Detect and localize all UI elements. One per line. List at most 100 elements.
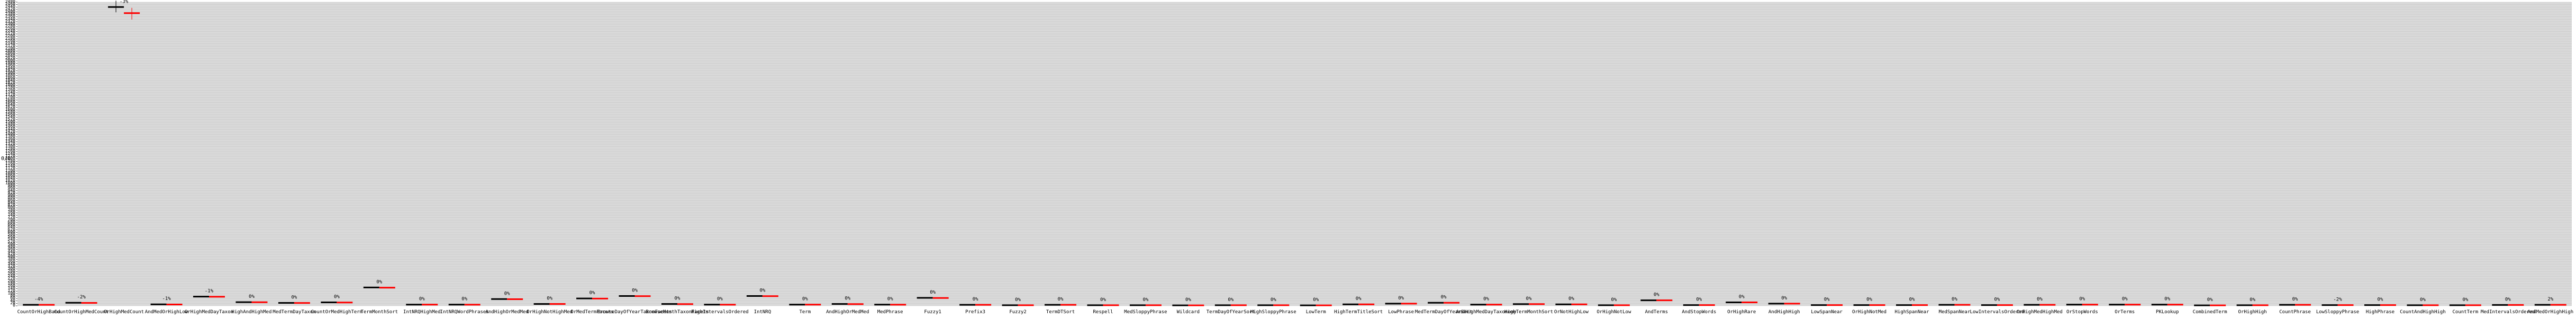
percent-change-label: 0% [1185,297,1191,303]
y-tick-label: 2380 [5,12,15,16]
x-tick-label: TermDTSort [1046,310,1075,315]
x-tick-label: MedSpanNear [1939,310,1971,315]
y-tick-label: 800 [8,205,16,210]
y-tick-label: 1320 [5,142,15,146]
y-tick-label: 2340 [5,16,15,21]
y-tick-label: 840 [8,200,16,205]
y-tick-label: 2140 [5,41,15,46]
y-tick-label: 600 [8,229,16,234]
y-tick-label: 160 [8,284,16,288]
y-tick-label: 120 [8,288,16,293]
x-tick-label: AndStopWords [1682,310,1716,315]
y-tick-label: 1600 [5,107,15,112]
x-tick-label: OrMedTermFacets [570,310,613,315]
x-tick-label: MedIntervalsOrdered [2481,310,2535,315]
y-tick-label: 1800 [5,83,15,87]
y-tick-label: 2460 [5,2,15,6]
y-tick-label: 2360 [5,14,15,19]
y-tick-label: 640 [8,225,16,229]
percent-change-label: 0% [461,297,467,302]
percent-change-label: 0% [1398,296,1404,301]
x-tick-label: CombinedTerm [2193,310,2227,315]
y-tick-label: 60 [10,296,15,301]
y-tick-label: 960 [8,186,16,190]
percent-change-label: 0% [1696,297,1702,303]
x-tick-label: OrHighMedHighMed [2017,310,2063,315]
y-tick-label: 2260 [5,26,15,31]
percent-change-label: 0% [2292,297,2298,302]
y-tick-label: 2400 [5,9,15,14]
y-tick-label: 700 [8,217,16,222]
percent-change-label: 0% [802,297,808,302]
x-tick-label: Wildcard [1177,310,1200,315]
y-tick-label: 1820 [5,80,15,85]
x-tick-label: OrHighNotMed [1852,310,1886,315]
y-tick-label: 1560 [5,112,15,117]
x-tick-label: AndHighOrMedMed [826,310,869,315]
percent-change-label: 0% [1866,297,1872,303]
x-tick-label: Prefix3 [965,310,985,315]
y-tick-label: 1780 [5,85,15,90]
y-tick-label: 1700 [5,95,15,100]
y-tick-label: 460 [8,246,16,251]
percent-change-label: 0% [1824,297,1830,303]
percent-change-label: 0% [1781,296,1787,301]
x-tick-label: CountOrHighBand [17,310,60,315]
x-tick-label: MedTermDayTaxon [273,310,315,315]
percent-change-label: 0% [1441,295,1447,300]
y-tick-label: 2160 [5,38,15,43]
x-tick-label: MedPhrase [877,310,903,315]
y-tick-label: 540 [8,237,16,242]
y-tick-label: 1680 [5,97,15,102]
x-axis-labels: CountOrHighBandCountOrHighMedCountOrHigh… [17,310,2574,315]
percent-change-label: 0% [2037,297,2043,302]
x-tick-label: BrowseDayOfYearTaxonFacets [597,310,672,315]
y-tick-label: 2440 [5,4,15,9]
y-tick-label: 280 [8,269,16,273]
y-axis-label: 0/6 [1,156,11,162]
y-tick-label: 500 [8,242,16,246]
percent-change-label: -4% [34,297,43,302]
x-tick-label: CountOrMedHighTerm [311,310,363,315]
x-tick-label: OrHighNotHighMed [527,310,573,315]
y-tick-label: 2040 [5,53,15,58]
y-tick-label: 1240 [5,151,15,156]
x-tick-label: OrHighMedDayTaxon [185,310,233,315]
y-tick-label: 620 [8,227,16,232]
x-tick-label: CountAndHighHigh [2400,310,2446,315]
y-tick-label: 2120 [5,43,15,48]
percent-change-label: 0% [2164,297,2170,302]
percent-change-label: 0% [419,297,425,302]
x-tick-label: BrowseMonthTaxonFacets [646,310,709,315]
x-tick-label: OrHighRare [1727,310,1756,315]
y-tick-label: 20 [10,301,15,305]
y-tick-label: 80 [10,293,15,298]
y-tick-label: 1280 [5,146,15,151]
percent-change-label: 0% [759,288,765,294]
y-tick-label: 2000 [5,58,15,63]
y-tick-label: 900 [8,193,16,198]
y-tick-label: 100 [8,290,16,295]
percent-change-label: 0% [845,296,850,302]
x-tick-label: HighPhrase [2366,310,2394,315]
y-tick-label: 2420 [5,6,15,11]
y-tick-label: 1120 [5,166,15,171]
y-tick-label: 820 [8,202,16,207]
percent-change-label: 0% [1568,296,1574,302]
percent-change-label: 0% [675,296,681,302]
percent-change-label: 0% [1228,297,1233,303]
x-tick-label: OrHighMedCount [104,310,144,315]
x-tick-label: MedSloppyPhrase [1124,310,1167,315]
y-tick-label: 1840 [5,77,15,82]
y-tick-label: 1060 [5,173,15,178]
percent-change-label: -1% [205,289,214,294]
y-tick-label: 380 [8,257,16,261]
y-tick-label: 1000 [5,180,15,185]
x-tick-label: HighTermMonthSort [1504,310,1553,315]
y-tick-label: 400 [8,254,16,259]
grid [17,2,2572,306]
percent-change-label: 0% [1611,297,1617,303]
y-tick-label: 940 [8,188,16,192]
percent-change-label: 0% [717,297,723,302]
